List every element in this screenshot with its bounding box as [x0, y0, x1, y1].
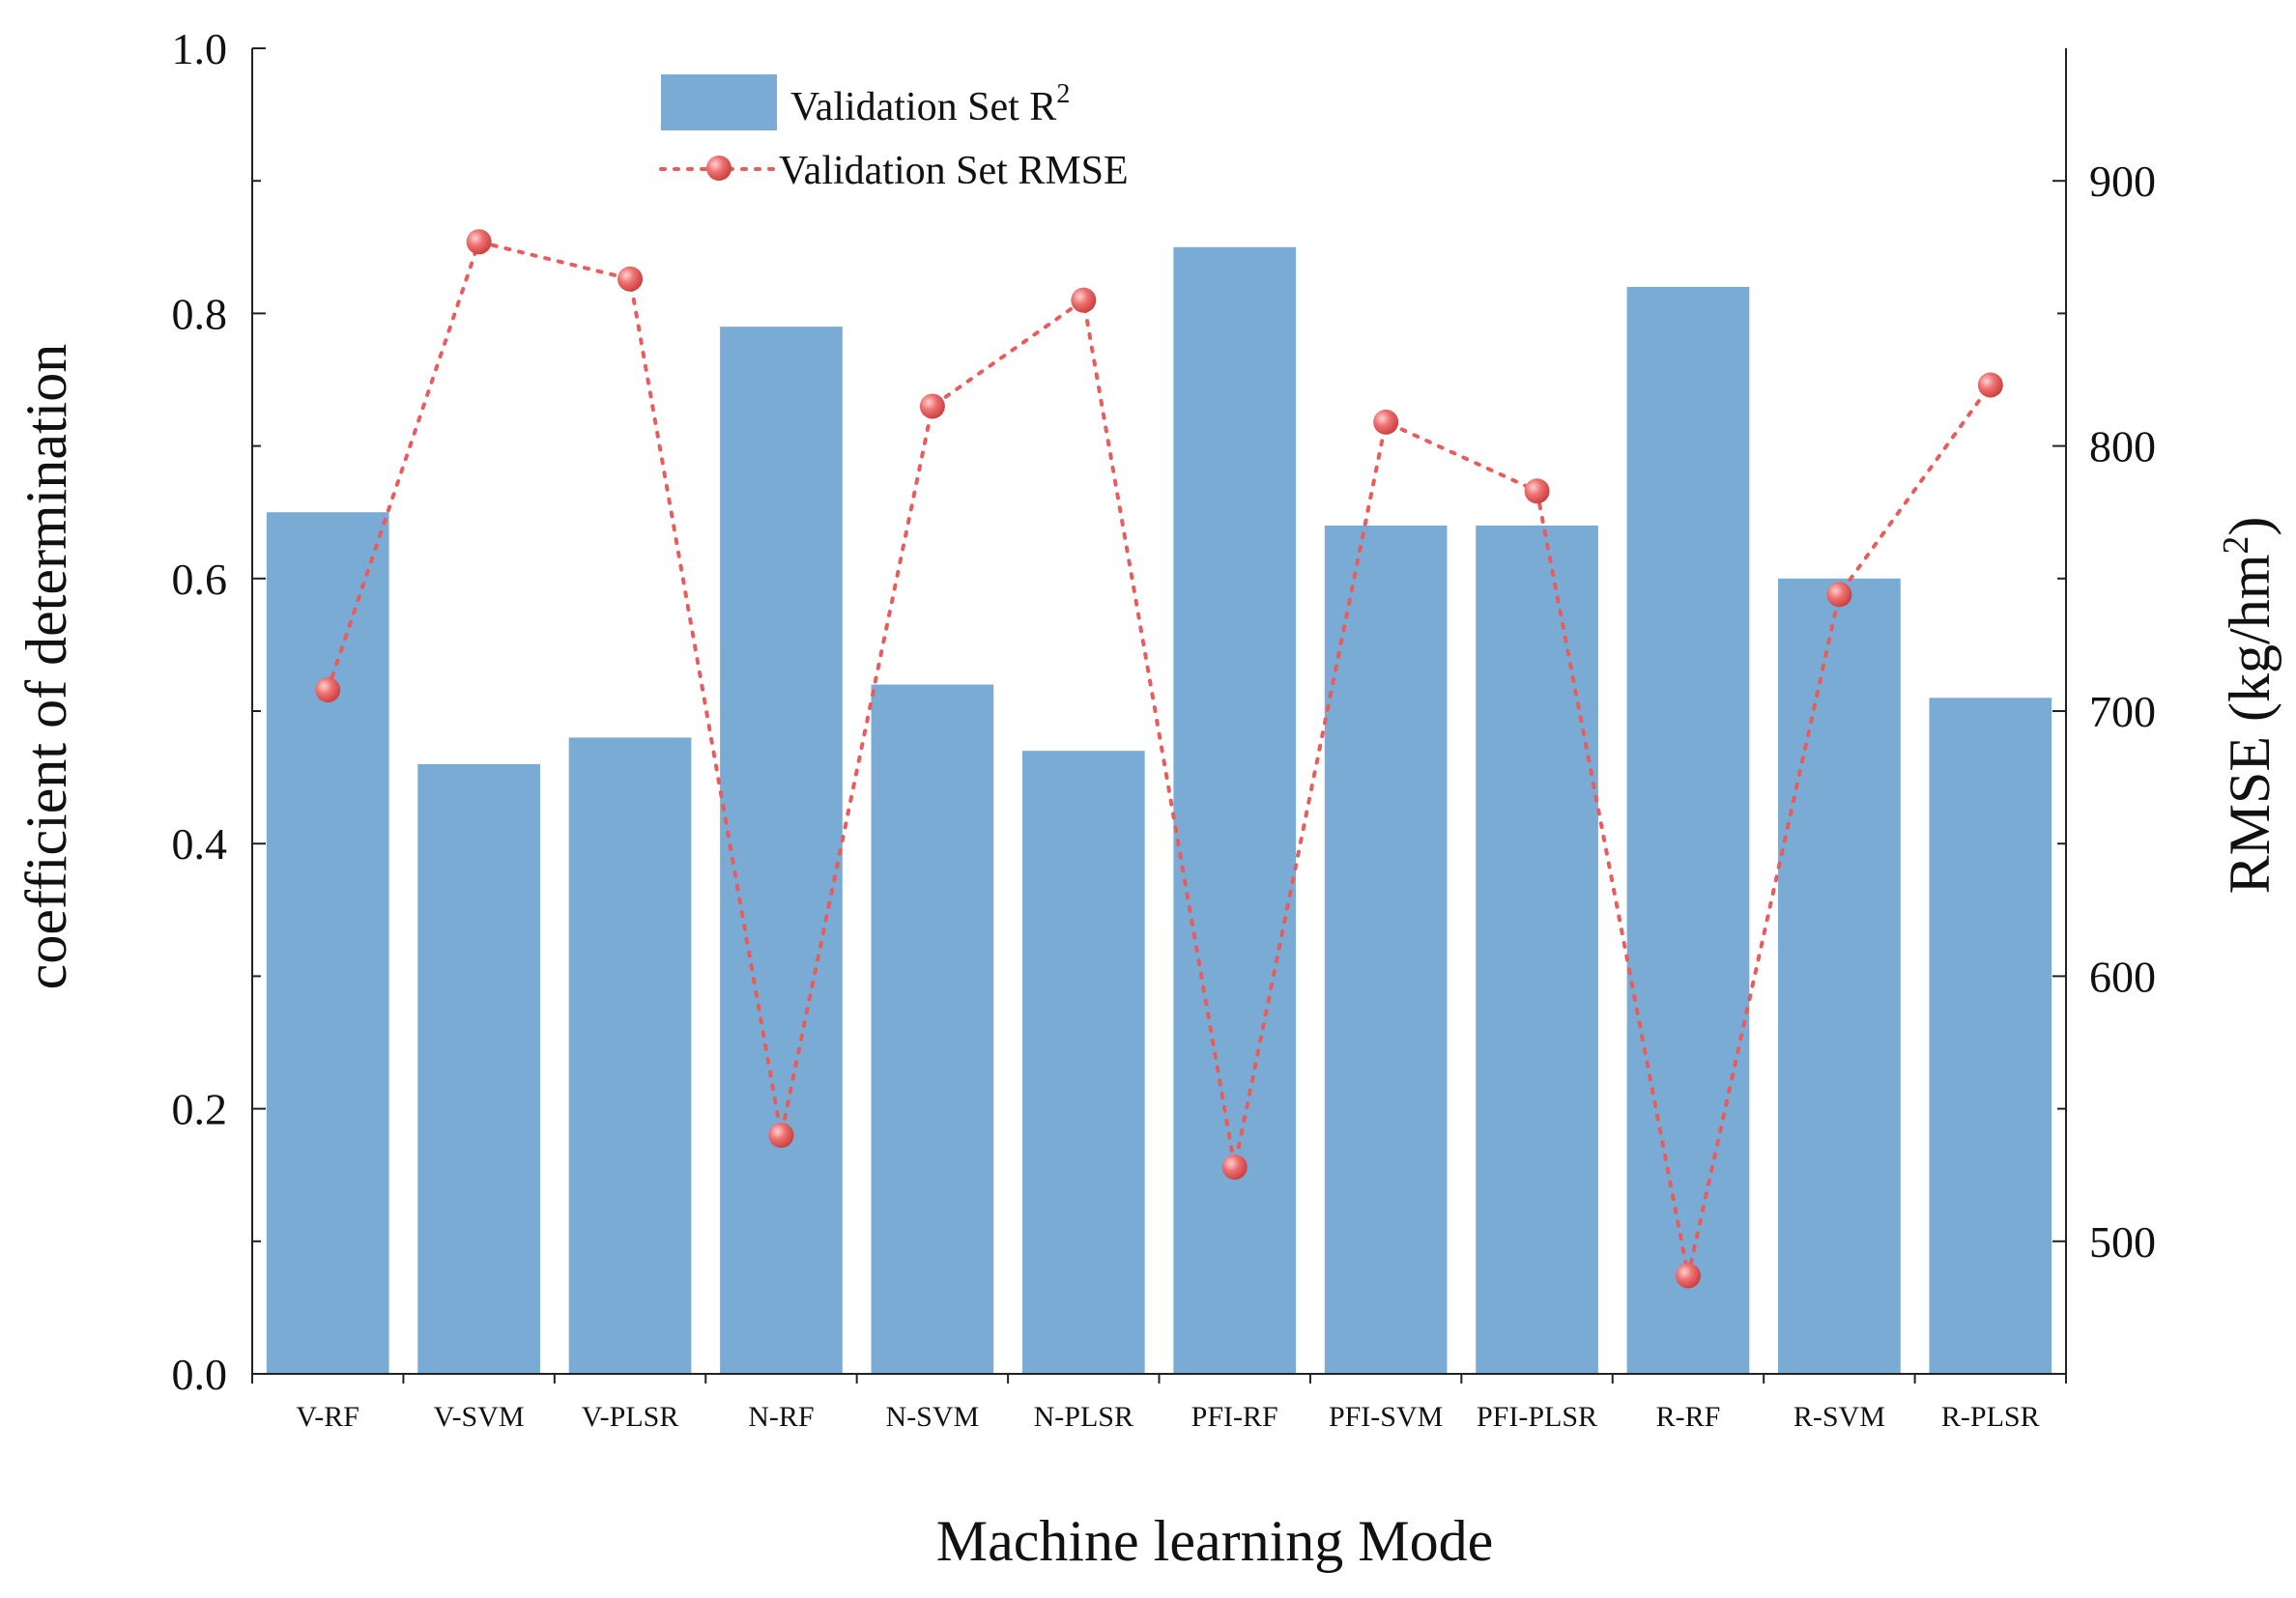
right-tick-label: 800	[2089, 422, 2156, 471]
rmse-point-pfi-rf	[1221, 1154, 1248, 1180]
y2-axis-title: RMSE (kg/hm2)	[2216, 517, 2282, 895]
rmse-line	[326, 239, 1993, 1276]
y2-axis-title-main: RMSE (kg/hm	[2218, 555, 2282, 895]
left-tick-label: 0.6	[172, 555, 228, 604]
rmse-point-r-svm	[1826, 582, 1852, 608]
bar-n-rf	[720, 327, 843, 1374]
bar-r-rf	[1626, 286, 1750, 1375]
rmse-point-pfi-plsr	[1524, 478, 1550, 504]
bars-series	[266, 246, 2052, 1375]
category-label: N-SVM	[886, 1401, 980, 1433]
bar-n-svm	[871, 684, 994, 1374]
right-tick-label: 700	[2089, 687, 2156, 736]
right-tick-label: 500	[2089, 1217, 2156, 1267]
bar-v-plsr	[568, 737, 692, 1374]
bar-pfi-svm	[1324, 525, 1448, 1374]
left-axis-ticks: 0.0 0.2 0.4 0.6 0.8 1.0	[172, 24, 266, 1399]
x-axis-title: Machine learning Mode	[936, 1509, 1493, 1573]
rmse-point-n-plsr	[1071, 287, 1097, 313]
left-tick-label: 0.4	[172, 819, 228, 869]
bar-v-rf	[266, 512, 389, 1374]
category-label: R-PLSR	[1941, 1401, 2040, 1433]
rmse-point-v-plsr	[617, 266, 644, 292]
left-tick-label: 1.0	[172, 24, 228, 73]
rmse-point-n-rf	[768, 1123, 794, 1149]
legend-bar-label: Validation Set R2	[790, 79, 1070, 129]
y2-axis-title-sup: 2	[2216, 536, 2256, 555]
rmse-series	[315, 229, 2003, 1289]
bar-r-plsr	[1929, 698, 2052, 1374]
right-tick-label: 900	[2089, 157, 2156, 206]
left-tick-label: 0.8	[172, 289, 228, 338]
legend-bar-label-main: Validation Set R	[790, 85, 1056, 129]
bar-pfi-rf	[1173, 246, 1297, 1374]
y-axis-title: coefficient of determination	[14, 344, 78, 990]
category-label: PFI-SVM	[1329, 1401, 1443, 1433]
y2-axis-title-close: )	[2218, 517, 2282, 536]
bar-pfi-plsr	[1476, 525, 1598, 1374]
left-tick-label: 0.2	[172, 1085, 228, 1134]
category-label: R-SVM	[1794, 1401, 1885, 1433]
right-tick-label: 600	[2089, 952, 2156, 1001]
category-label: N-RF	[748, 1401, 814, 1433]
left-tick-label: 0.0	[172, 1350, 228, 1399]
legend-line-marker	[706, 156, 732, 181]
legend-bar-swatch	[661, 74, 777, 130]
rmse-point-v-svm	[466, 229, 492, 255]
category-label: N-PLSR	[1034, 1401, 1134, 1433]
rmse-point-r-plsr	[1977, 372, 2003, 398]
x-axis-ticks: V-RF V-SVM V-PLSR N-RF N-SVM N-PLSR PFI-RF PFI-…	[251, 1374, 2067, 1433]
rmse-point-v-rf	[315, 677, 341, 703]
legend-bar-label-sup: 2	[1056, 79, 1070, 109]
bar-r-svm	[1778, 578, 1901, 1374]
bar-n-plsr	[1021, 751, 1145, 1374]
category-label: V-PLSR	[582, 1401, 679, 1433]
legend-line-label: Validation Set RMSE	[779, 149, 1129, 193]
rmse-point-r-rf	[1675, 1263, 1701, 1289]
category-label: V-RF	[296, 1401, 359, 1433]
right-axis-ticks: 500 600 700 800 900	[2052, 157, 2156, 1267]
category-label: R-RF	[1656, 1401, 1721, 1433]
bar-v-svm	[417, 763, 540, 1374]
category-label: PFI-RF	[1191, 1401, 1278, 1433]
rmse-point-n-svm	[919, 393, 945, 419]
category-label: V-SVM	[434, 1401, 525, 1433]
rmse-point-pfi-svm	[1373, 409, 1399, 435]
legend: Validation Set R2 Validation Set RMSE	[659, 74, 1129, 193]
category-label: PFI-PLSR	[1477, 1401, 1597, 1433]
